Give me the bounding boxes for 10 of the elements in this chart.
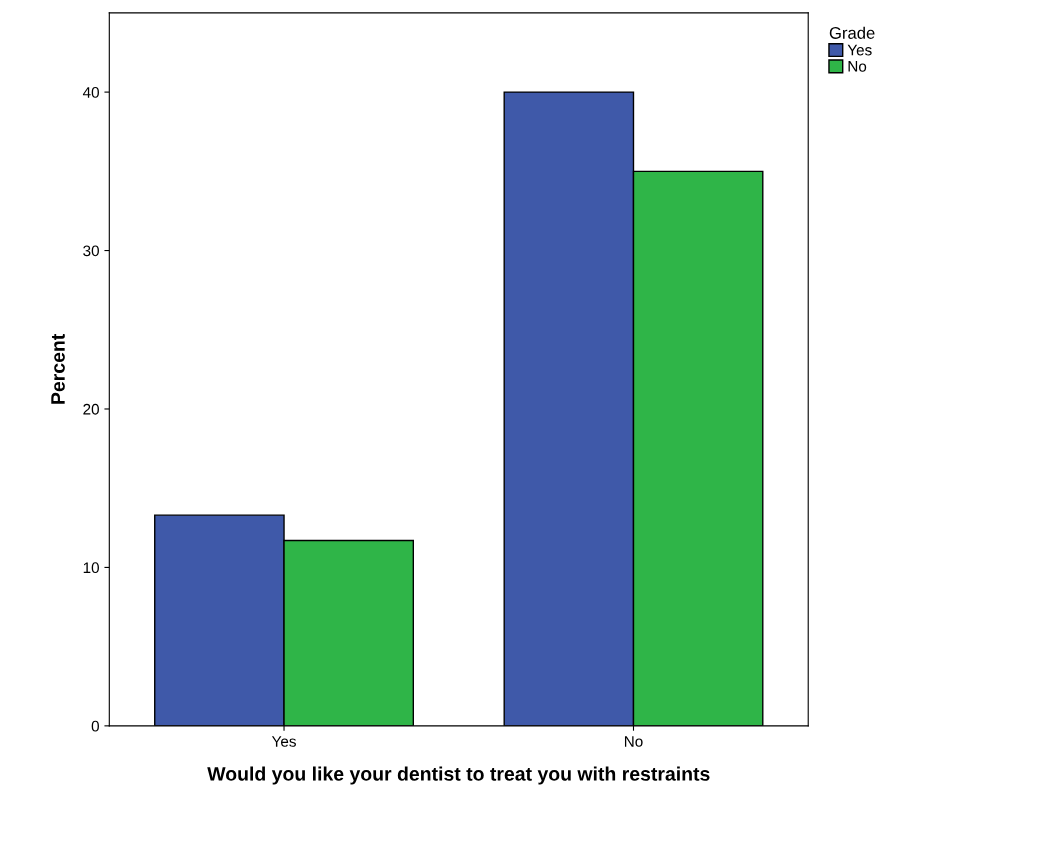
legend-label: No: [848, 61, 867, 72]
x-axis-title: Would you like your dentist to treat you with restraints: [207, 766, 710, 785]
legend-title: Grade: [829, 26, 875, 39]
y-tick-label: 30: [83, 245, 99, 257]
y-tick-label: 40: [82, 86, 99, 98]
y-axis-title: Percent: [51, 333, 65, 404]
y-tick-label: 20: [83, 403, 99, 415]
legend-label: Yes: [847, 44, 872, 56]
y-tick-label: 0: [91, 720, 99, 732]
y-tick-label: 10: [83, 562, 99, 574]
